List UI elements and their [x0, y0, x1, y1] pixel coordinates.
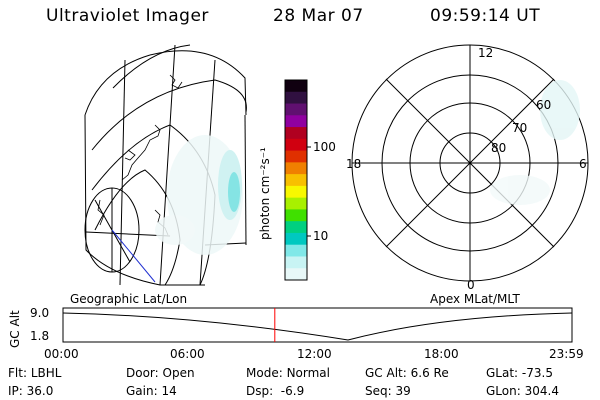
colorbar-segment [285, 197, 307, 210]
colorbar-segment [285, 91, 307, 105]
colorbar-segment [285, 138, 307, 152]
geographic-label: Geographic Lat/Lon [70, 292, 188, 306]
observation-time: 09:59:14 UT [430, 6, 541, 26]
colorbar-segment [285, 268, 307, 281]
lat-label-60: 60 [536, 98, 552, 112]
mlt-label-0: 0 [467, 278, 475, 292]
colorbar-segment [285, 150, 307, 163]
flt-field: Flt: LBHL [8, 366, 62, 380]
alt-tick-high: 9.0 [30, 306, 50, 320]
glon-field: GLon: 304.4 [486, 384, 559, 398]
apex-label: Apex MLat/MLT [430, 292, 520, 306]
colorbar-segment [285, 80, 307, 93]
observation-date: 28 Mar 07 [273, 6, 364, 26]
colorbar-segment [285, 209, 307, 222]
ip-field: IP: 36.0 [8, 384, 54, 398]
colorbar-segment [285, 103, 307, 116]
colorbar-tick-100: 100 [313, 140, 336, 154]
dsp-field: Dsp: -6.9 [246, 384, 305, 398]
time-tick-2359: 23:59 [549, 347, 584, 361]
mode-field: Mode: Normal [246, 366, 330, 380]
mlt-label-12: 12 [478, 46, 494, 60]
gc-alt-field: GC Alt: 6.6 Re [365, 366, 449, 380]
colorbar-tick-10: 10 [313, 229, 329, 243]
lat-label-80: 80 [491, 141, 507, 155]
colorbar-segment [285, 162, 307, 175]
seq-field: Seq: 39 [365, 384, 411, 398]
lat-label-70: 70 [512, 121, 528, 135]
time-tick-1800: 18:00 [424, 347, 459, 361]
mlt-label-6: 6 [579, 157, 587, 171]
colorbar-segment [285, 244, 307, 257]
colorbar-segment [285, 174, 307, 187]
instrument-title: Ultraviolet Imager [46, 6, 209, 26]
glat-field: GLat: -73.5 [486, 366, 553, 380]
alt-axis-label: GC Alt [8, 310, 22, 348]
colorbar-segment [285, 115, 307, 128]
time-tick-0000: 00:00 [44, 347, 79, 361]
time-tick-1200: 12:00 [297, 347, 332, 361]
colorbar-segment [285, 256, 307, 269]
door-field: Door: Open [126, 366, 195, 380]
alt-tick-low: 1.8 [30, 329, 50, 343]
colorbar-segment [285, 221, 307, 234]
colorbar-segment [285, 127, 307, 140]
mlt-label-18: 18 [346, 157, 362, 171]
colorbar-segment [285, 232, 307, 246]
colorbar-segment [285, 185, 307, 199]
time-tick-0600: 06:00 [170, 347, 205, 361]
gain-field: Gain: 14 [126, 384, 177, 398]
